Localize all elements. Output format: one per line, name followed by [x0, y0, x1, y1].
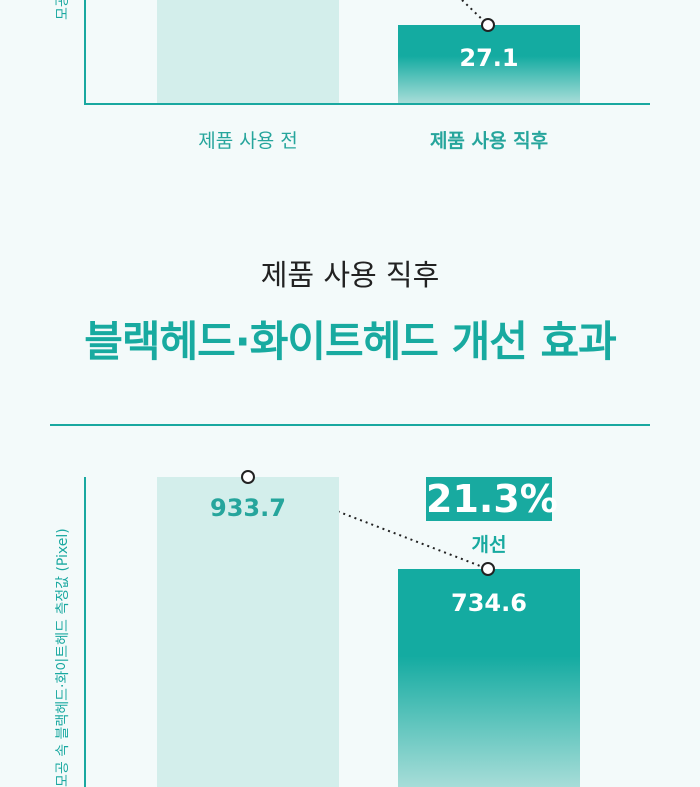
chart1-x-axis — [84, 103, 650, 105]
chart2-bar-before-value: 933.7 — [210, 494, 286, 522]
chart1-category-before: 제품 사용 전 — [198, 130, 298, 152]
chart2-bar-after-value: 734.6 — [451, 589, 527, 617]
chart1-bar-after — [398, 25, 580, 103]
chart1-after-point — [481, 18, 495, 32]
chart1-y-axis — [84, 0, 86, 105]
section-title: 블랙헤드·화이트헤드 개선 효과 — [84, 317, 617, 366]
chart2-bar-before — [157, 477, 339, 787]
chart1-bar-after-value: 27.1 — [459, 44, 519, 72]
chart2-bar-after — [398, 569, 580, 787]
chart2-y-axis — [84, 477, 86, 787]
section-divider — [50, 424, 650, 426]
chart1-category-after: 제품 사용 직후 — [429, 130, 549, 152]
chart2-after-point — [481, 562, 495, 576]
chart2-before-point — [241, 470, 255, 484]
section-subtitle: 제품 사용 직후 — [260, 258, 440, 292]
chart1-bar-before — [157, 0, 339, 103]
improvement-label: 개선 — [471, 534, 507, 556]
improvement-badge: 21.3% — [426, 477, 558, 521]
